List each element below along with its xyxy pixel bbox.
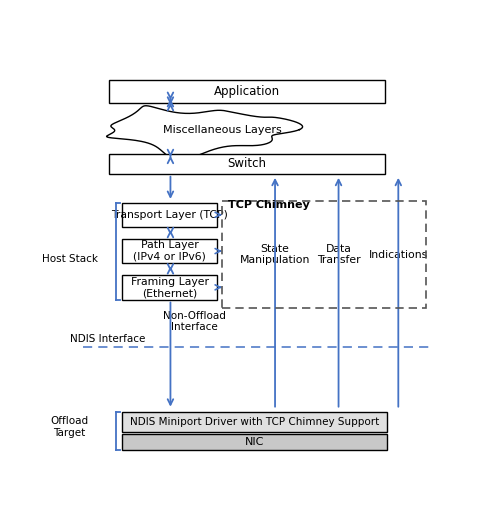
Text: Non-Offload
Interface: Non-Offload Interface <box>163 311 226 332</box>
Text: Path Layer
(IPv4 or IPv6): Path Layer (IPv4 or IPv6) <box>133 240 206 262</box>
Text: Application: Application <box>214 85 280 98</box>
FancyBboxPatch shape <box>122 434 387 450</box>
FancyBboxPatch shape <box>122 203 217 227</box>
Polygon shape <box>107 106 303 160</box>
Text: Data
Transfer: Data Transfer <box>317 244 361 265</box>
Text: Miscellaneous Layers: Miscellaneous Layers <box>163 124 282 135</box>
Text: State
Manipulation: State Manipulation <box>240 244 310 265</box>
Text: Host Stack: Host Stack <box>41 253 97 264</box>
Text: NIC: NIC <box>245 437 264 447</box>
Text: Switch: Switch <box>228 158 267 170</box>
Text: TCP Chimney: TCP Chimney <box>228 200 309 210</box>
Text: NDIS Miniport Driver with TCP Chimney Support: NDIS Miniport Driver with TCP Chimney Su… <box>130 417 379 427</box>
Text: NDIS Interface: NDIS Interface <box>69 334 145 345</box>
Text: Indications: Indications <box>369 250 428 260</box>
Text: Framing Layer
(Ethernet): Framing Layer (Ethernet) <box>131 276 209 298</box>
Text: Offload
Target: Offload Target <box>51 416 89 438</box>
FancyBboxPatch shape <box>109 154 385 174</box>
Text: Transport Layer (TCP): Transport Layer (TCP) <box>111 210 228 220</box>
FancyBboxPatch shape <box>122 412 387 432</box>
FancyBboxPatch shape <box>109 80 385 103</box>
FancyBboxPatch shape <box>122 275 217 300</box>
FancyBboxPatch shape <box>122 239 217 263</box>
